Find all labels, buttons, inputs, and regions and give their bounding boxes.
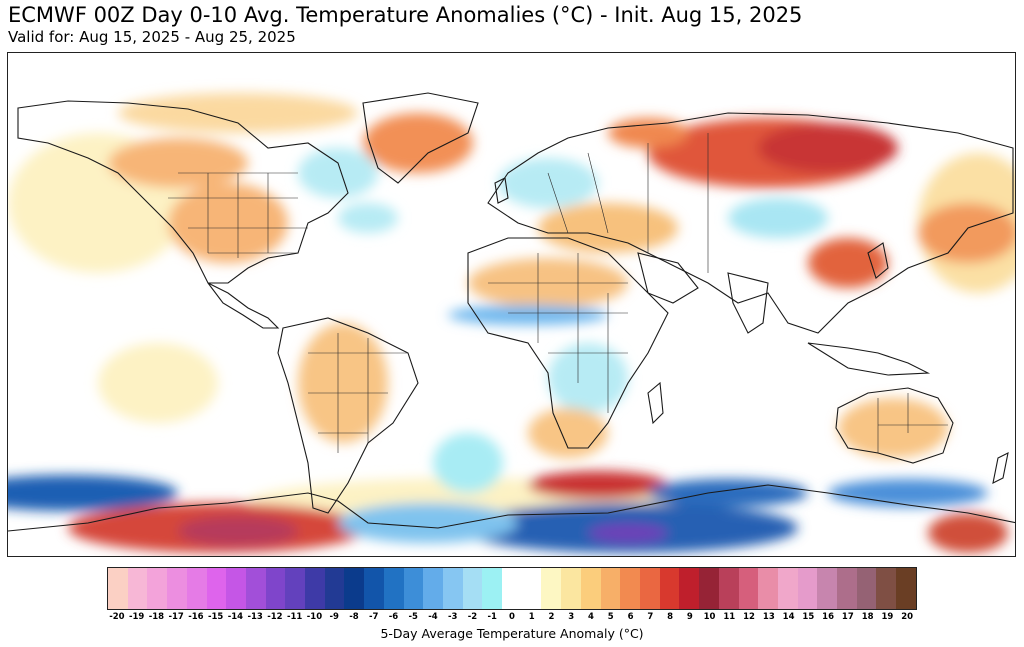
colorbar-swatch <box>896 568 916 609</box>
colorbar-tick-label: -20 <box>109 612 125 622</box>
valid-dates-subtitle: Valid for: Aug 15, 2025 - Aug 25, 2025 <box>8 28 296 46</box>
colorbar-swatch <box>777 568 798 609</box>
colorbar-tick-label: 0 <box>509 612 515 622</box>
colorbar-tick-label: -12 <box>267 612 283 622</box>
colorbar-tick-label: -11 <box>286 612 303 622</box>
colorbar-tick-label: -1 <box>487 612 497 622</box>
colorbar-swatch <box>305 568 325 609</box>
colorbar-swatch <box>186 568 207 609</box>
colorbar-tick-label: -10 <box>306 612 323 622</box>
colorbar-swatch <box>699 568 719 609</box>
colorbar-tick-label: -14 <box>227 612 244 622</box>
colorbar-tick-label: 16 <box>822 612 835 622</box>
colorbar-ticks: -20 -19 -18 -17 -16 -15 -14 -13 -12 -11 -10 -9 -8 -7-… <box>107 612 917 626</box>
map-title: ECMWF 00Z Day 0-10 Avg. Temperature Anom… <box>8 3 803 27</box>
colorbar-swatch <box>561 568 581 609</box>
colorbar-tick-label: -17 <box>168 612 184 622</box>
colorbar-tick-label: 18 <box>861 612 874 622</box>
colorbar-tick-label: 6 <box>627 612 634 622</box>
colorbar-swatch <box>108 568 128 609</box>
colorbar-swatch <box>600 568 621 609</box>
world-anomaly-map <box>7 52 1016 557</box>
colorbar-tick-label: -16 <box>188 612 204 622</box>
colorbar-swatch <box>285 568 306 609</box>
colorbar-tick-label: -3 <box>447 612 458 622</box>
colorbar-swatch <box>147 568 168 609</box>
colorbar-swatch <box>127 568 148 609</box>
colorbar-swatch <box>502 568 522 609</box>
colorbar-swatch <box>679 568 700 609</box>
colorbar-swatch <box>620 568 640 609</box>
colorbar-swatch <box>718 568 739 609</box>
colorbar-tick-label: 10 <box>703 612 716 622</box>
colorbar-tick-label: 13 <box>762 612 775 622</box>
colorbar-swatch <box>462 568 483 609</box>
colorbar-swatch <box>639 568 660 609</box>
colorbar-swatch <box>738 568 759 609</box>
colorbar-swatch <box>876 568 897 609</box>
colorbar-swatch <box>265 568 286 609</box>
colorbar-swatch <box>167 568 187 609</box>
colorbar-swatch <box>403 568 424 609</box>
colorbar-tick-label: 2 <box>548 612 555 622</box>
colorbar-swatch <box>580 568 601 609</box>
colorbar-tick-label: 12 <box>743 612 755 622</box>
colorbar-swatch <box>659 568 680 609</box>
colorbar-label: 5-Day Average Temperature Anomaly (°C) <box>380 626 644 641</box>
country-borders <box>168 133 948 453</box>
colorbar-swatch <box>758 568 778 609</box>
colorbar <box>107 567 917 610</box>
colorbar-tick-label: -7 <box>368 612 379 622</box>
colorbar-tick-label: 20 <box>901 612 914 622</box>
colorbar-swatch <box>521 568 542 609</box>
colorbar-tick-label: -19 <box>128 612 145 622</box>
colorbar-tick-label: -6 <box>388 612 399 622</box>
colorbar-swatch <box>817 568 838 609</box>
colorbar-tick-label: -5 <box>408 612 418 622</box>
colorbar-tick-label: 11 <box>723 612 736 622</box>
colorbar-swatch <box>797 568 818 609</box>
colorbar-swatch <box>856 568 877 609</box>
colorbar-swatch <box>423 568 443 609</box>
colorbar-tick-label: 19 <box>881 612 894 622</box>
colorbar-tick-label: 9 <box>686 612 693 622</box>
anomaly-shading <box>8 93 1015 553</box>
colorbar-swatch <box>364 568 384 609</box>
colorbar-tick-label: 5 <box>607 612 614 622</box>
colorbar-tick-label: -18 <box>148 612 165 622</box>
colorbar-swatch <box>383 568 404 609</box>
colorbar-swatch <box>482 568 503 609</box>
colorbar-tick-label: 14 <box>782 612 795 622</box>
colorbar-swatch <box>442 568 463 609</box>
colorbar-tick-label: 7 <box>647 612 654 622</box>
colorbar-tick-label: -4 <box>428 612 438 622</box>
colorbar-tick-label: 17 <box>841 612 854 622</box>
colorbar-tick-label: 15 <box>802 612 815 622</box>
colorbar-tick-label: -13 <box>247 612 263 622</box>
colorbar-tick-label: -2 <box>467 612 478 622</box>
colorbar-tick-label: -15 <box>207 612 224 622</box>
map-canvas <box>8 92 1015 553</box>
colorbar-swatch <box>324 568 345 609</box>
colorbar-tick-label: -8 <box>349 612 359 622</box>
colorbar-tick-label: -9 <box>329 612 339 622</box>
colorbar-swatch <box>245 568 266 609</box>
colorbar-swatch <box>837 568 857 609</box>
colorbar-swatch <box>206 568 227 609</box>
colorbar-tick-label: 4 <box>588 612 594 622</box>
colorbar-swatch <box>344 568 365 609</box>
colorbar-swatch <box>541 568 562 609</box>
colorbar-tick-label: 8 <box>667 612 674 622</box>
colorbar-tick-label: 1 <box>528 612 535 622</box>
colorbar-swatch <box>226 568 246 609</box>
colorbar-tick-label: 3 <box>568 612 575 622</box>
